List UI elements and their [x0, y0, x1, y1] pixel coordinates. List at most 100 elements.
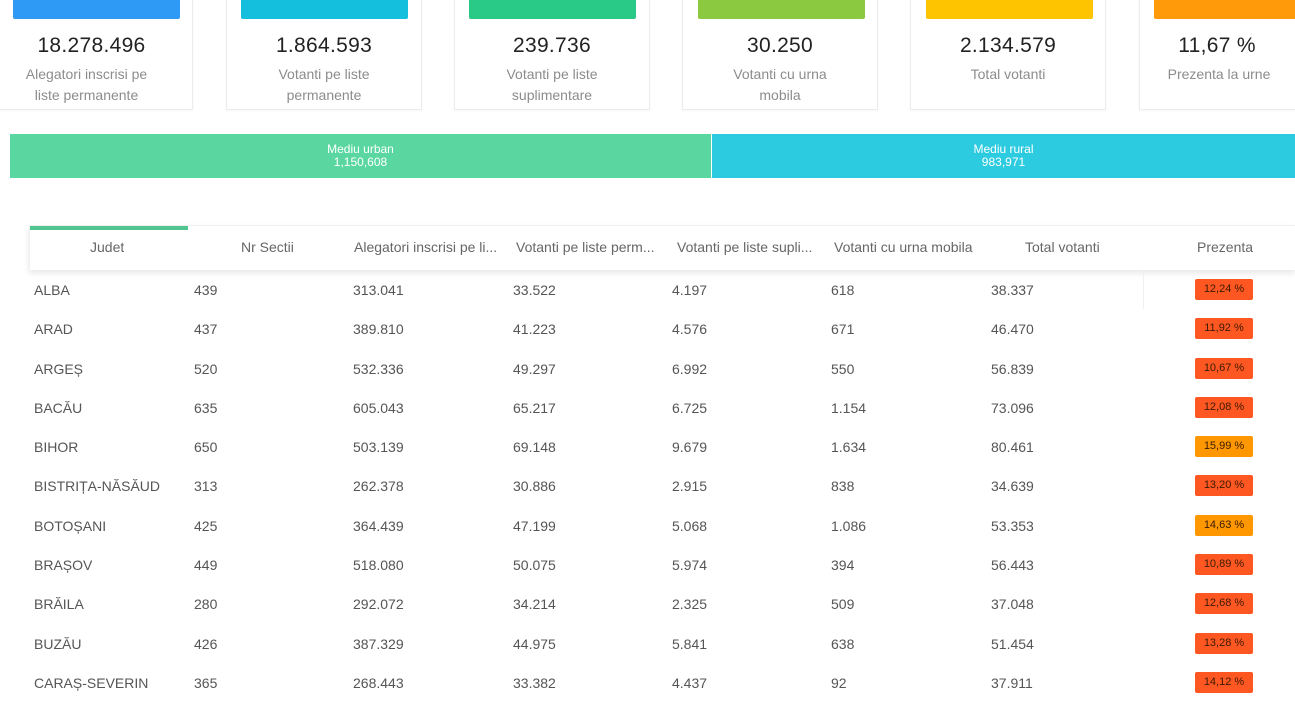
- rural-segment[interactable]: Mediu rural 983,971: [712, 134, 1295, 178]
- cell-votanti-permanente: 50.075: [513, 557, 556, 574]
- cell-urna-mobila: 92: [831, 674, 847, 691]
- cell-total-votanti: 46.470: [991, 321, 1034, 338]
- cell-urna-mobila: 509: [831, 596, 855, 613]
- cell-total-votanti: 37.048: [991, 596, 1034, 613]
- stat-card-color-bar: [241, 0, 408, 19]
- column-header-nr-sectii[interactable]: Nr Sectii: [241, 239, 294, 255]
- stat-card-color-bar: [1154, 0, 1295, 19]
- stat-card-color-bar: [698, 0, 865, 19]
- cell-votanti-permanente: 41.223: [513, 321, 556, 338]
- column-header-votanti-permanente[interactable]: Votanti pe liste perm...: [516, 239, 655, 255]
- stat-label: Votanti pe liste suplimentare: [506, 66, 598, 103]
- cell-votanti-suplimentare: 4.197: [672, 282, 708, 298]
- table-row[interactable]: ALBA 439 313.041 33.522 4.197 618 38.337 12,24 …: [29, 270, 1295, 310]
- stat-label: Alegatori inscrisi pe liste permanente: [25, 66, 148, 103]
- cell-total-votanti: 34.639: [991, 478, 1034, 495]
- cell-nr-sectii: 365: [194, 674, 218, 691]
- cell-nr-sectii: 313: [194, 478, 218, 495]
- stat-card-color-bar: [469, 0, 636, 19]
- cell-total-votanti: 80.461: [991, 439, 1034, 456]
- cell-votanti-permanente: 30.886: [513, 478, 556, 495]
- column-divider: [1143, 270, 1144, 310]
- urban-segment[interactable]: Mediu urban 1,150,608: [10, 134, 711, 178]
- stat-card-registered: 18.278.496 Alegatori inscrisi pe liste p…: [0, 0, 193, 110]
- table-row[interactable]: BIHOR 650 503.139 69.148 9.679 1.634 80.461 15,…: [29, 427, 1295, 466]
- table-row[interactable]: BOTOȘANI 425 364.439 47.199 5.068 1.086 53.353…: [29, 506, 1295, 545]
- column-header-judet[interactable]: Judet: [90, 239, 125, 255]
- cell-nr-sectii: 635: [194, 399, 218, 416]
- cell-alegatori: 292.072: [353, 596, 404, 613]
- cell-nr-sectii: 449: [194, 557, 218, 574]
- stat-card-total: 2.134.579 Total votanti: [910, 0, 1106, 110]
- turnout-badge: 12,08 %: [1195, 396, 1253, 418]
- stat-card-permanent: 1.864.593 Votanti pe liste permanente: [226, 0, 422, 110]
- cell-alegatori: 389.810: [353, 321, 404, 338]
- cell-votanti-suplimentare: 4.576: [672, 321, 708, 338]
- table-body: ALBA 439 313.041 33.522 4.197 618 38.337 12,24 …: [29, 270, 1295, 702]
- cell-nr-sectii: 426: [194, 635, 218, 652]
- turnout-badge: 13,28 %: [1195, 632, 1253, 654]
- cell-votanti-permanente: 33.522: [513, 282, 556, 298]
- cell-urna-mobila: 394: [831, 557, 855, 574]
- stat-value: 18.278.496: [37, 34, 146, 57]
- column-header-prezenta[interactable]: Prezenta: [1197, 239, 1254, 255]
- cell-total-votanti: 56.839: [991, 360, 1034, 377]
- cell-votanti-suplimentare: 9.679: [672, 439, 708, 456]
- cell-total-votanti: 51.454: [991, 635, 1034, 652]
- cell-total-votanti: 56.443: [991, 557, 1034, 574]
- cell-votanti-permanente: 34.214: [513, 596, 556, 613]
- table-row[interactable]: BACĂU 635 605.043 65.217 6.725 1.154 73.096 12,…: [29, 388, 1295, 427]
- turnout-badge: 14,63 %: [1195, 514, 1253, 536]
- cell-votanti-permanente: 47.199: [513, 517, 556, 534]
- column-header-urna-mobila[interactable]: Votanti cu urna mobila: [834, 239, 973, 255]
- cell-nr-sectii: 437: [194, 321, 218, 338]
- cell-alegatori: 313.041: [353, 282, 404, 298]
- cell-votanti-suplimentare: 5.068: [672, 517, 708, 534]
- cell-total-votanti: 73.096: [991, 399, 1034, 416]
- column-header-alegatori[interactable]: Alegatori inscrisi pe li...: [354, 239, 498, 255]
- cell-urna-mobila: 618: [831, 282, 855, 298]
- cell-urna-mobila: 638: [831, 635, 855, 652]
- cell-judet: BOTOȘANI: [34, 517, 107, 534]
- table-row[interactable]: BRĂILA 280 292.072 34.214 2.325 509 37.048 12,6…: [29, 584, 1295, 623]
- cell-alegatori: 364.439: [353, 517, 404, 534]
- stat-value: 30.250: [746, 34, 814, 57]
- cell-votanti-suplimentare: 5.974: [672, 557, 708, 574]
- cell-votanti-permanente: 65.217: [513, 399, 556, 416]
- stat-label: Prezenta la urne: [1167, 66, 1271, 82]
- cell-judet: BACĂU: [34, 399, 83, 416]
- column-header-total-votanti[interactable]: Total votanti: [1025, 239, 1100, 255]
- cell-alegatori: 262.378: [353, 478, 404, 495]
- cell-votanti-permanente: 69.148: [513, 439, 556, 456]
- cell-votanti-suplimentare: 4.437: [672, 674, 708, 691]
- table-row[interactable]: ARGEȘ 520 532.336 49.297 6.992 550 56.839 10,67…: [29, 349, 1295, 388]
- cell-judet: BIHOR: [34, 439, 79, 456]
- cell-votanti-suplimentare: 6.992: [672, 360, 708, 377]
- cell-votanti-permanente: 44.975: [513, 635, 556, 652]
- cell-nr-sectii: 520: [194, 360, 218, 377]
- cell-judet: CARAȘ-SEVERIN: [34, 674, 149, 691]
- stat-value: 239.736: [512, 34, 591, 57]
- cell-votanti-permanente: 33.382: [513, 674, 556, 691]
- turnout-badge: 14,12 %: [1195, 671, 1253, 693]
- table-row[interactable]: ARAD 437 389.810 41.223 4.576 671 46.470 11,92 …: [29, 309, 1295, 348]
- cell-urna-mobila: 1.086: [831, 517, 867, 534]
- cell-votanti-suplimentare: 2.325: [672, 596, 708, 613]
- urban-title: Mediu urban: [327, 142, 394, 156]
- table-row[interactable]: BRAȘOV 449 518.080 50.075 5.974 394 56.443 10,8…: [29, 545, 1295, 584]
- stat-card-turnout: 11,67 % Prezenta la urne: [1139, 0, 1295, 110]
- table-row[interactable]: BISTRIȚA-NĂSĂUD 313 262.378 30.886 2.915 838 3…: [29, 466, 1295, 505]
- stat-value: 1.864.593: [275, 34, 373, 57]
- column-header-votanti-suplimentare[interactable]: Votanti pe liste supli...: [677, 239, 813, 255]
- cell-votanti-suplimentare: 5.841: [672, 635, 708, 652]
- cell-urna-mobila: 838: [831, 478, 855, 495]
- cell-urna-mobila: 1.634: [831, 439, 867, 456]
- cell-alegatori: 518.080: [353, 557, 404, 574]
- stat-card-color-bar: [926, 0, 1093, 19]
- table-row[interactable]: CARAȘ-SEVERIN 365 268.443 33.382 4.437 92 37.9…: [29, 663, 1295, 702]
- turnout-badge: 10,89 %: [1195, 554, 1253, 576]
- table-row[interactable]: BUZĂU 426 387.329 44.975 5.841 638 51.454 13,28…: [29, 624, 1295, 663]
- cell-judet: ALBA: [34, 282, 70, 298]
- cell-alegatori: 503.139: [353, 439, 404, 456]
- turnout-badge: 10,67 %: [1195, 357, 1253, 379]
